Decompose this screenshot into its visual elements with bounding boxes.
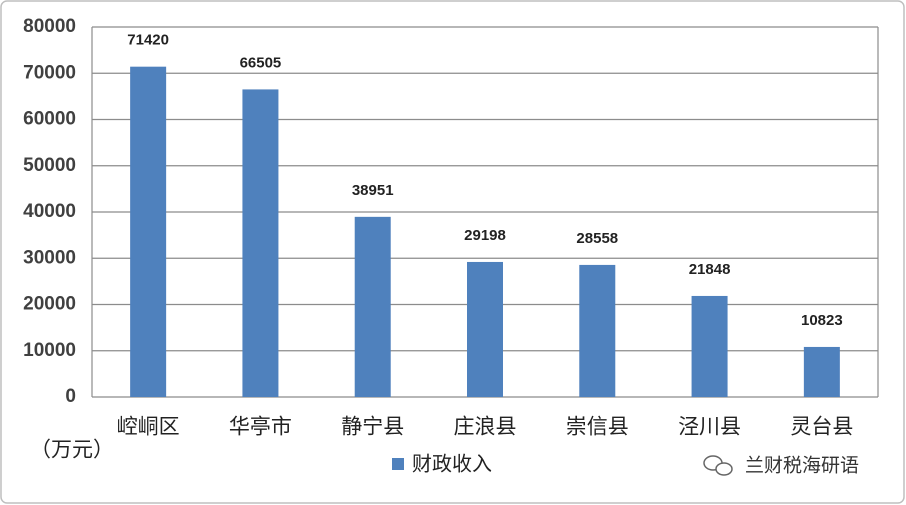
value-label: 28558 <box>576 230 618 247</box>
bar <box>130 66 167 398</box>
x-tick-label: 静宁县 <box>341 415 404 439</box>
value-label: 21848 <box>689 261 731 278</box>
y-tick-label: 40000 <box>23 201 76 222</box>
value-label: 38951 <box>352 182 394 199</box>
bar <box>579 264 616 397</box>
unit-label: （万元） <box>30 438 114 462</box>
value-label: 66505 <box>240 54 282 71</box>
legend-swatch <box>392 458 404 470</box>
value-label: 29198 <box>464 227 506 244</box>
bar <box>354 216 391 397</box>
watermark-text: 兰财税海研语 <box>745 455 859 477</box>
x-tick-label: 崇信县 <box>566 415 629 439</box>
y-tick-label: 20000 <box>23 294 76 315</box>
y-tick-label: 70000 <box>23 62 76 83</box>
legend-label: 财政收入 <box>412 452 492 476</box>
x-tick-label: 华亭市 <box>229 415 292 439</box>
value-label: 71420 <box>127 32 169 49</box>
bar <box>467 261 503 397</box>
x-tick-label: 泾川县 <box>678 415 741 439</box>
x-tick-label: 灵台县 <box>790 415 853 439</box>
x-tick-label: 崆峒区 <box>117 415 180 439</box>
y-tick-label: 0 <box>65 386 76 407</box>
x-tick-label: 庄浪县 <box>454 415 517 439</box>
y-tick-label: 10000 <box>23 340 76 361</box>
y-tick-label: 50000 <box>23 155 76 176</box>
bar <box>691 295 728 397</box>
bar <box>242 89 279 398</box>
y-tick-label: 60000 <box>23 109 76 130</box>
value-label: 10823 <box>801 312 843 329</box>
watermark: 兰财税海研语 <box>703 455 859 477</box>
y-tick-label: 80000 <box>23 16 76 37</box>
y-tick-label: 30000 <box>23 247 76 268</box>
watermark-icon <box>715 462 733 476</box>
bar <box>803 346 840 397</box>
